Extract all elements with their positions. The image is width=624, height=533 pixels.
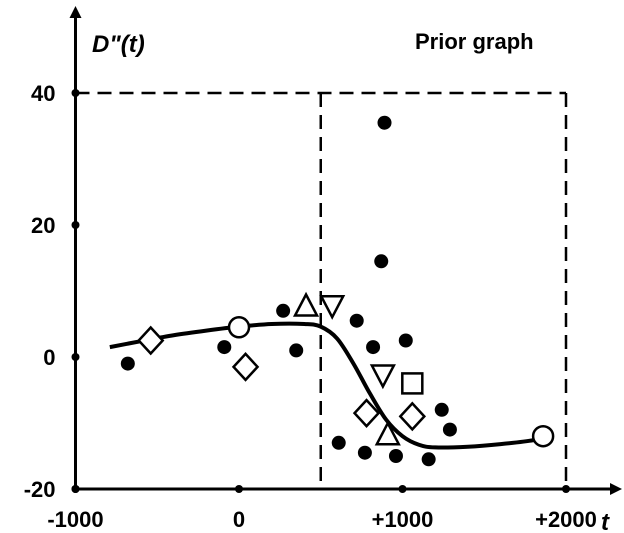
data-point-filled-circle bbox=[366, 340, 381, 355]
y-tick-label: 0 bbox=[43, 345, 55, 370]
data-point-filled-circle bbox=[434, 402, 449, 417]
y-axis-title: D"(t) bbox=[92, 31, 145, 58]
data-point-open-triangle-down bbox=[369, 364, 396, 390]
data-points bbox=[120, 115, 555, 467]
y-tick-mark bbox=[71, 89, 80, 97]
data-point-open-triangle-up bbox=[374, 420, 401, 446]
y-ticks: -20 0 20 40 bbox=[24, 81, 80, 502]
x-tick-label: +2000 bbox=[535, 507, 597, 532]
data-point-open-circle bbox=[227, 316, 251, 339]
data-point-filled-circle bbox=[276, 303, 291, 318]
data-point-filled-circle bbox=[377, 115, 392, 130]
fit-curve bbox=[109, 321, 545, 450]
data-point-filled-circle bbox=[374, 254, 389, 269]
y-tick-label: 40 bbox=[31, 81, 55, 106]
data-point-open-circle bbox=[531, 424, 555, 448]
data-point-open-diamond bbox=[352, 398, 381, 428]
x-tick-mark bbox=[562, 485, 570, 493]
data-point-filled-circle bbox=[398, 333, 413, 348]
guide-box bbox=[75, 91, 568, 489]
data-point-open-triangle-up bbox=[292, 291, 320, 317]
data-point-filled-circle bbox=[331, 435, 346, 450]
data-point-filled-circle bbox=[120, 356, 135, 371]
x-axis-title: t bbox=[601, 509, 610, 533]
data-point-open-diamond bbox=[398, 401, 427, 432]
data-point-filled-circle bbox=[421, 452, 436, 467]
chart-title: Prior graph bbox=[415, 29, 534, 54]
data-point-open-square bbox=[401, 372, 424, 395]
y-tick-mark bbox=[71, 353, 80, 361]
x-tick-label: +1000 bbox=[372, 507, 434, 532]
y-tick-label: 20 bbox=[31, 213, 55, 238]
x-tick-label: 0 bbox=[233, 507, 245, 532]
x-tick-mark bbox=[235, 485, 243, 493]
data-point-filled-circle bbox=[442, 422, 457, 437]
data-point-filled-circle bbox=[357, 445, 372, 460]
data-point-filled-circle bbox=[217, 340, 232, 355]
data-point-open-triangle-down bbox=[319, 294, 346, 320]
data-point-filled-circle bbox=[349, 313, 364, 328]
y-tick-mark bbox=[71, 221, 80, 229]
y-tick-mark bbox=[71, 485, 80, 493]
data-point-filled-circle bbox=[289, 343, 304, 358]
data-point-open-diamond bbox=[231, 352, 260, 382]
data-point-open-diamond bbox=[137, 325, 165, 356]
x-tick-label: -1000 bbox=[47, 507, 103, 532]
data-point-filled-circle bbox=[388, 449, 403, 463]
y-tick-label: -20 bbox=[24, 477, 56, 502]
x-ticks: -1000 0 +1000 +2000 bbox=[47, 485, 597, 532]
x-tick-mark bbox=[398, 485, 407, 493]
